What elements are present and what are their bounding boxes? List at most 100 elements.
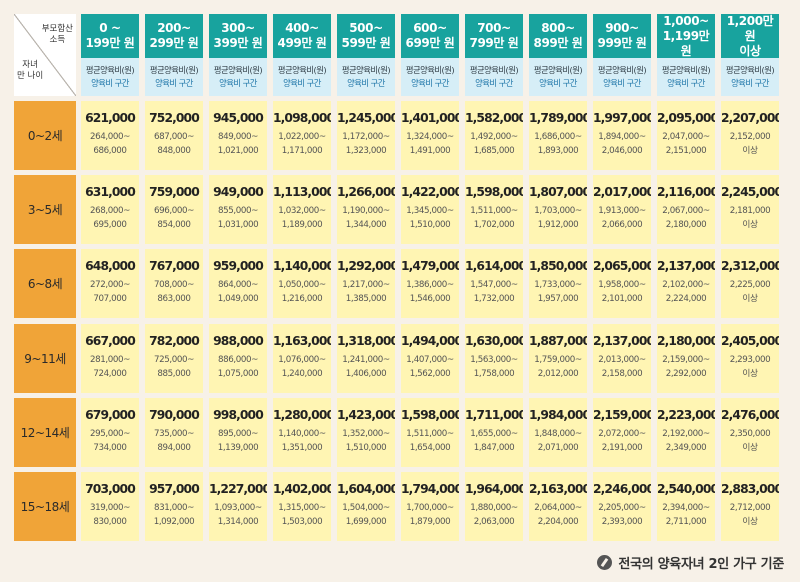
average-cost: 621,000 — [85, 111, 136, 125]
table-cell: 1,227,000 1,093,000~ 1,314,000 — [209, 472, 267, 541]
subheader-average-label: 평균양육비(원) — [661, 65, 711, 75]
cost-range-line1: 886,000~ — [217, 355, 258, 365]
average-cost: 1,984,000 — [529, 408, 587, 422]
cost-range-line2: 1,314,000 — [217, 517, 259, 527]
cost-range-line1: 1,217,000~ — [342, 280, 390, 290]
cost-range-line1: 1,386,000~ — [406, 280, 454, 290]
income-column-header: 0 ~199만 원 평균양육비(원) 양육비 구간 — [81, 14, 139, 96]
cost-range: 2,102,000~ 2,224,000 — [657, 278, 715, 306]
cost-range-line2: 이상 — [742, 369, 758, 379]
cost-range: 2,181,000 이상 — [721, 204, 779, 232]
average-cost: 790,000 — [149, 408, 200, 422]
average-cost: 1,582,000 — [465, 111, 523, 125]
column-subheader: 평균양육비(원) 양육비 구간 — [721, 58, 779, 96]
cost-range-line2: 2,012,000 — [537, 369, 579, 379]
table-cell: 2,540,000 2,394,000~ 2,711,000 — [657, 472, 715, 541]
cost-range-line1: 1,700,000~ — [406, 503, 454, 513]
average-cost: 1,887,000 — [529, 334, 587, 348]
cost-range-line1: 696,000~ — [153, 206, 194, 216]
cost-range-line2: 848,000 — [157, 146, 191, 156]
cost-range-line2: 707,000 — [93, 294, 127, 304]
average-cost: 631,000 — [85, 185, 136, 199]
cost-range-line2: 2,711,000 — [665, 517, 707, 527]
income-range: 600~ 699만 원 — [401, 14, 459, 58]
cost-range: 1,700,000~ 1,879,000 — [401, 501, 459, 529]
corner-header-cell: 부모합산 소득 자녀 만 나이 — [14, 14, 76, 96]
cost-range-line1: 1,913,000~ — [598, 206, 646, 216]
average-cost: 703,000 — [85, 482, 136, 496]
table-cell: 1,140,000 1,050,000~ 1,216,000 — [273, 249, 331, 318]
corner-bottom-label-line2: 만 나이 — [17, 71, 44, 81]
average-cost: 1,494,000 — [401, 334, 459, 348]
cost-range: 1,511,000~ 1,654,000 — [401, 427, 459, 455]
cost-range-line2: 1,893,000 — [537, 146, 579, 156]
cost-range-line1: 2,712,000 — [729, 503, 771, 513]
average-cost: 1,140,000 — [273, 259, 331, 273]
table-cell: 1,280,000 1,140,000~ 1,351,000 — [273, 398, 331, 467]
cost-range: 1,407,000~ 1,562,000 — [401, 353, 459, 381]
average-cost: 945,000 — [213, 111, 264, 125]
average-cost: 2,223,000 — [657, 408, 715, 422]
average-cost: 1,794,000 — [401, 482, 459, 496]
income-range-line2: 799만 원 — [469, 36, 519, 50]
cost-range-line1: 2,293,000 — [729, 355, 771, 365]
average-cost: 1,280,000 — [273, 408, 331, 422]
cost-range: 2,064,000~ 2,204,000 — [529, 501, 587, 529]
subheader-range-label: 양육비 구간 — [155, 78, 193, 88]
cost-range: 1,190,000~ 1,344,000 — [337, 204, 395, 232]
average-cost: 2,116,000 — [657, 185, 715, 199]
average-cost: 1,423,000 — [337, 408, 395, 422]
cost-range: 2,293,000 이상 — [721, 353, 779, 381]
cost-range: 1,686,000~ 1,893,000 — [529, 130, 587, 158]
subheader-average-label: 평균양육비(원) — [533, 65, 583, 75]
table-cell: 621,000 264,000~ 686,000 — [81, 101, 139, 170]
cost-range-line2: 2,151,000 — [665, 146, 707, 156]
cost-range: 855,000~ 1,031,000 — [209, 204, 267, 232]
cost-range: 687,000~ 848,000 — [145, 130, 203, 158]
cost-range-line1: 272,000~ — [89, 280, 130, 290]
subheader-average-label: 평균양육비(원) — [725, 65, 775, 75]
table-cell: 2,883,000 2,712,000 이상 — [721, 472, 779, 541]
cost-range: 1,315,000~ 1,503,000 — [273, 501, 331, 529]
table-cell: 1,997,000 1,894,000~ 2,046,000 — [593, 101, 651, 170]
cost-range: 2,159,000~ 2,292,000 — [657, 353, 715, 381]
income-range-line1: 1,000~ — [663, 14, 709, 28]
cost-range-line1: 1,407,000~ — [406, 355, 454, 365]
table-cell: 2,312,000 2,225,000 이상 — [721, 249, 779, 318]
income-column-header: 900~ 999만 원 평균양육비(원) 양육비 구간 — [593, 14, 651, 96]
table-cell: 1,113,000 1,032,000~ 1,189,000 — [273, 175, 331, 244]
cost-range-line2: 2,349,000 — [665, 443, 707, 453]
average-cost: 1,292,000 — [337, 259, 395, 273]
cost-range-line1: 1,315,000~ — [278, 503, 326, 513]
subheader-average-label: 평균양육비(원) — [85, 65, 135, 75]
average-cost: 1,598,000 — [465, 185, 523, 199]
cost-range: 725,000~ 885,000 — [145, 353, 203, 381]
income-range: 300~ 399만 원 — [209, 14, 267, 58]
cost-range: 2,205,000~ 2,393,000 — [593, 501, 651, 529]
cost-range-line2: 이상 — [742, 517, 758, 527]
table-cell: 957,000 831,000~ 1,092,000 — [145, 472, 203, 541]
average-cost: 2,137,000 — [593, 334, 651, 348]
cost-range-line1: 2,102,000~ — [662, 280, 710, 290]
cost-range: 1,172,000~ 1,323,000 — [337, 130, 395, 158]
average-cost: 1,113,000 — [273, 185, 331, 199]
table-cell: 1,098,000 1,022,000~ 1,171,000 — [273, 101, 331, 170]
average-cost: 2,883,000 — [721, 482, 779, 496]
cost-range-line2: 885,000 — [157, 369, 191, 379]
average-cost: 2,246,000 — [593, 482, 651, 496]
table-cell: 949,000 855,000~ 1,031,000 — [209, 175, 267, 244]
average-cost: 1,266,000 — [337, 185, 395, 199]
cost-range-line2: 1,216,000 — [281, 294, 323, 304]
income-range-line2: 699만 원 — [405, 36, 455, 50]
cost-range-line2: 2,204,000 — [537, 517, 579, 527]
income-range-line2: 499만 원 — [277, 36, 327, 50]
column-subheader: 평균양육비(원) 양육비 구간 — [337, 58, 395, 96]
cost-range-line2: 1,240,000 — [281, 369, 323, 379]
table-cell: 2,207,000 2,152,000 이상 — [721, 101, 779, 170]
cost-range-line2: 894,000 — [157, 443, 191, 453]
cost-range-line2: 2,101,000 — [601, 294, 643, 304]
subheader-average-label: 평균양육비(원) — [405, 65, 455, 75]
cost-range: 2,067,000~ 2,180,000 — [657, 204, 715, 232]
cost-range-line1: 1,345,000~ — [406, 206, 454, 216]
average-cost: 988,000 — [213, 334, 264, 348]
